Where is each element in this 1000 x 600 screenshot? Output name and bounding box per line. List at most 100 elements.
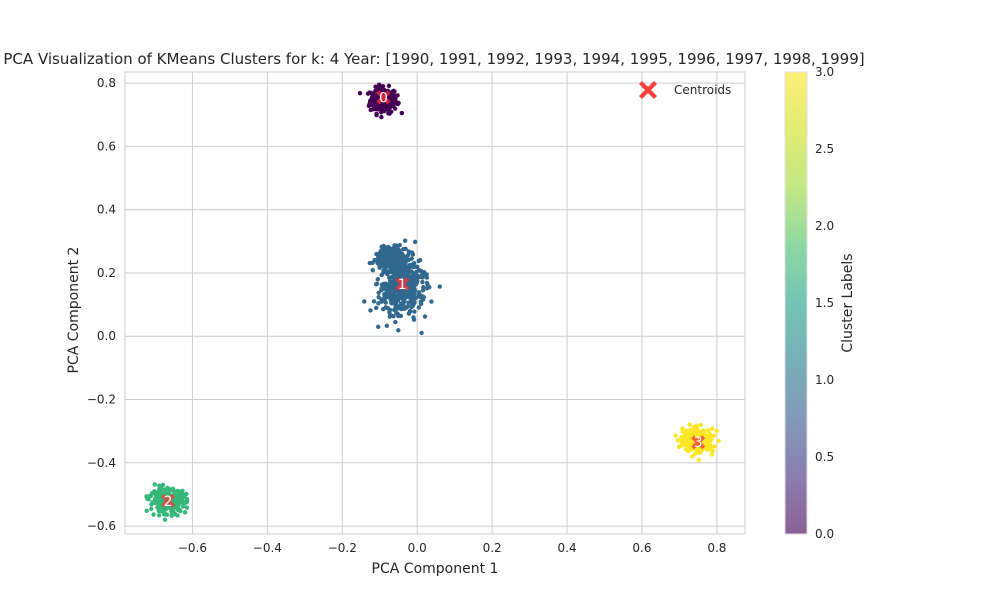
scatter-point-cluster-1	[409, 304, 414, 310]
x-tick-label: 0.8	[707, 541, 726, 555]
scatter-point-cluster-2	[170, 488, 176, 493]
scatter-point-cluster-1	[392, 274, 398, 279]
scatter-point-cluster-3	[692, 451, 698, 457]
scatter-point-cluster-1	[399, 263, 405, 269]
scatter-point-cluster-1	[390, 285, 395, 290]
legend: Centroids	[639, 81, 731, 99]
scatter-point-cluster-1	[367, 260, 372, 266]
scatter-point-cluster-3	[687, 443, 693, 449]
scatter-point-cluster-1	[393, 251, 399, 257]
colorbar-tick-label: 0.0	[815, 527, 834, 541]
scatter-point-cluster-1	[384, 323, 390, 328]
scatter-point-cluster-2	[184, 496, 190, 502]
scatter-point-cluster-3	[680, 429, 685, 434]
scatter-point-cluster-1	[404, 254, 410, 259]
scatter-point-cluster-1	[381, 254, 386, 260]
scatter-point-cluster-2	[171, 508, 176, 513]
colorbar-tick-label: 2.5	[815, 142, 834, 156]
scatter-point-cluster-3	[680, 426, 685, 431]
scatter-point-cluster-1	[410, 252, 416, 257]
scatter-point-cluster-3	[716, 438, 721, 444]
scatter-point-cluster-0	[386, 108, 391, 113]
scatter-point-cluster-3	[706, 428, 711, 433]
y-tick-label: 0.8	[97, 76, 116, 90]
scatter-point-cluster-1	[386, 275, 392, 280]
centroid-label-2: 2	[164, 494, 173, 510]
scatter-point-cluster-1	[391, 262, 397, 268]
scatter-point-cluster-1	[402, 238, 408, 243]
centroid-marker-1	[395, 277, 410, 292]
scatter-point-cluster-1	[427, 285, 432, 290]
colorbar-gradient	[784, 71, 808, 535]
scatter-point-cluster-3	[692, 429, 698, 434]
scatter-point-cluster-3	[684, 428, 689, 433]
scatter-point-cluster-3	[709, 452, 714, 457]
y-tick-label: −0.4	[87, 456, 116, 470]
scatter-point-cluster-1	[418, 293, 424, 298]
scatter-point-cluster-1	[413, 271, 418, 276]
scatter-point-cluster-2	[180, 504, 186, 509]
scatter-point-cluster-0	[367, 102, 372, 108]
scatter-point-cluster-0	[391, 88, 396, 94]
scatter-point-cluster-1	[398, 295, 404, 300]
scatter-point-cluster-0	[373, 84, 378, 89]
scatter-point-cluster-3	[708, 433, 713, 439]
scatter-point-cluster-3	[696, 432, 702, 437]
scatter-point-cluster-2	[144, 508, 149, 514]
scatter-point-cluster-2	[156, 503, 162, 508]
scatter-point-cluster-1	[396, 328, 401, 333]
scatter-point-cluster-1	[407, 280, 412, 285]
colorbar-tick-label: 0.5	[815, 450, 834, 464]
scatter-point-cluster-1	[419, 272, 425, 278]
scatter-point-cluster-1	[407, 270, 412, 275]
scatter-point-cluster-1	[401, 302, 406, 307]
y-axis-label: PCA Component 2	[66, 247, 82, 374]
scatter-point-cluster-3	[714, 428, 719, 433]
colorbar: 0.0 0.5 1.0 1.5 2.0 2.5 3.0 Cluster Labels	[784, 65, 856, 541]
scatter-point-cluster-1	[379, 272, 384, 278]
scatter-point-cluster-1	[362, 299, 367, 304]
scatter-point-cluster-1	[370, 267, 375, 273]
scatter-point-cluster-1	[424, 275, 430, 280]
scatter-point-cluster-0	[365, 91, 371, 96]
scatter-point-cluster-3	[686, 448, 691, 454]
centroid-label-3: 3	[694, 435, 703, 451]
scatter-point-cluster-1	[393, 306, 399, 312]
scatter-point-cluster-1	[404, 272, 409, 277]
scatter-point-cluster-2	[164, 512, 170, 517]
scatter-point-cluster-2	[172, 497, 178, 502]
y-axis-ticks: −0.6 −0.4 −0.2 0.0 0.2 0.4 0.6 0.8	[87, 76, 116, 533]
scatter-point-cluster-1	[383, 260, 388, 266]
scatter-point-cluster-3	[709, 426, 715, 431]
x-axis-label: PCA Component 1	[372, 561, 499, 577]
centroid-label-1: 1	[398, 277, 407, 293]
scatter-point-cluster-1	[401, 259, 407, 265]
scatter-point-cluster-1	[437, 284, 442, 289]
scatter-point-cluster-1	[411, 317, 417, 322]
scatter-point-cluster-3	[696, 457, 701, 463]
scatter-point-cluster-1	[419, 330, 424, 336]
centroid-markers: 0 1 2 3	[161, 90, 706, 510]
x-tick-label: 0.4	[558, 541, 577, 555]
grid-lines	[125, 72, 745, 534]
y-tick-label: −0.2	[87, 393, 116, 407]
scatter-point-cluster-0	[388, 93, 393, 99]
x-tick-label: 0.2	[483, 541, 502, 555]
scatter-point-cluster-1	[368, 308, 373, 313]
y-tick-label: 0.6	[97, 139, 116, 153]
x-axis-ticks: −0.6 −0.4 −0.2 0.0 0.2 0.4 0.6 0.8	[178, 541, 727, 555]
scatter-point-cluster-0	[380, 83, 386, 89]
scatter-point-cluster-3	[698, 422, 703, 428]
scatter-point-cluster-0	[374, 112, 379, 118]
scatter-point-cluster-1	[387, 310, 392, 315]
scatter-point-cluster-0	[399, 110, 405, 116]
colorbar-tick-label: 3.0	[815, 65, 834, 79]
scatter-point-cluster-1	[377, 265, 382, 270]
scatter-point-cluster-1	[374, 251, 379, 257]
colorbar-label: Cluster Labels	[840, 253, 856, 352]
scatter-point-cluster-1	[397, 304, 403, 309]
scatter-point-cluster-3	[690, 454, 695, 459]
scatter-point-cluster-3	[682, 439, 688, 445]
scatter-point-cluster-0	[379, 114, 384, 120]
scatter-point-cluster-1	[376, 301, 381, 306]
